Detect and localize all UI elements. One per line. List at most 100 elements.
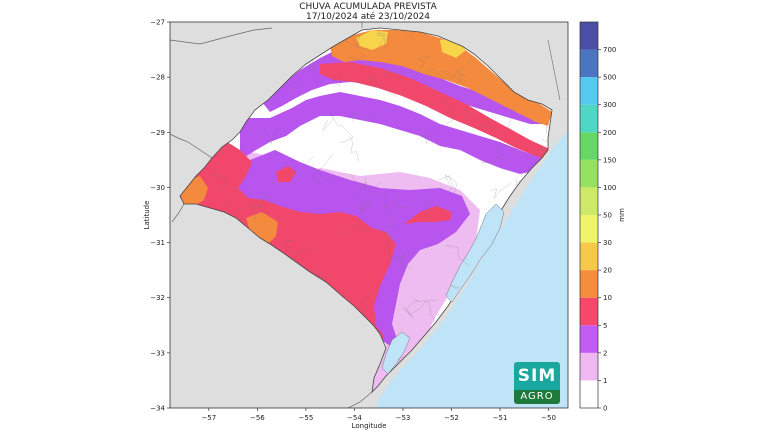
x-tick-label: −51 — [493, 414, 508, 422]
colorbar-swatch — [580, 297, 598, 326]
municipality-line — [464, 105, 477, 120]
municipality-line — [310, 167, 333, 182]
y-tick-label: −34 — [150, 405, 165, 413]
municipality-line — [478, 112, 501, 131]
colorbar-swatch — [580, 215, 598, 243]
colorbar-swatch — [580, 270, 598, 298]
municipality-line — [423, 67, 445, 88]
municipality-line — [377, 28, 386, 49]
municipality-line — [377, 31, 391, 51]
colorbar-tick-label: 100 — [603, 184, 616, 192]
y-axis: −27 −28 −29 −30 −31 −32 −33 −34 — [150, 19, 170, 413]
municipality-line — [349, 136, 359, 162]
y-tick-label: −28 — [150, 74, 165, 82]
state-border-north — [361, 22, 561, 101]
municipality-line — [338, 125, 354, 143]
municipality-line — [370, 181, 386, 209]
y-tick-label: −32 — [150, 294, 165, 302]
colorbar-swatch — [580, 187, 598, 215]
y-tick-label: −29 — [150, 129, 165, 137]
municipality-line — [388, 233, 403, 268]
rainfall-class-5-10-north — [320, 62, 552, 162]
logo-line2: AGRO — [514, 390, 560, 404]
logo-line1: SIM — [514, 362, 560, 390]
y-axis-label: Latitude — [143, 201, 151, 230]
municipality-line — [403, 299, 439, 315]
municipality-line — [454, 59, 474, 77]
colorbar-tick-label: 500 — [603, 74, 616, 82]
municipality-line — [409, 56, 431, 86]
country-border-argentina — [170, 27, 273, 159]
y-tick-label: −31 — [150, 239, 165, 247]
municipality-line — [258, 193, 275, 216]
municipality-line — [352, 110, 379, 123]
municipality-line — [442, 69, 461, 82]
municipality-line — [417, 131, 436, 145]
x-tick-label: −50 — [541, 414, 556, 422]
colorbar-tick-label: 700 — [603, 46, 616, 54]
colorbar-tick-label: 20 — [603, 267, 612, 275]
x-axis-label: Longitude — [352, 422, 387, 430]
municipality-line — [343, 225, 367, 236]
rainfall-class-5-10-southwest — [180, 140, 396, 344]
municipality-line — [444, 174, 457, 197]
municipality-line — [414, 299, 438, 327]
colorbar-swatch — [580, 49, 598, 78]
municipality-line — [347, 55, 371, 64]
municipality-line — [322, 112, 339, 132]
municipality-line — [456, 77, 484, 110]
map-title: CHUVA ACUMULADA PREVISTA 17/10/2024 até … — [168, 2, 568, 22]
lagoa-mirim — [381, 331, 411, 375]
colorbar-swatch — [580, 242, 598, 271]
municipality-line — [394, 252, 411, 268]
municipality-line — [507, 106, 516, 130]
municipality-line — [294, 247, 318, 261]
rainfall-class-2-5-main — [240, 92, 548, 174]
colorbar-swatch — [580, 104, 598, 133]
municipality-line — [382, 71, 413, 79]
x-tick-label: −57 — [201, 414, 216, 422]
colorbar-swatch — [580, 352, 598, 381]
x-tick-label: −56 — [250, 414, 265, 422]
colorbar-swatch — [580, 22, 598, 50]
municipality-line — [397, 191, 408, 209]
colorbar-tick-label: 2 — [603, 349, 607, 357]
municipality-line — [445, 244, 469, 266]
simagro-logo: SIM AGRO — [514, 362, 560, 404]
map-title-line2: 17/10/2024 até 23/10/2024 — [305, 12, 431, 22]
ocean — [376, 130, 568, 408]
municipality-line — [495, 143, 518, 160]
municipality-line — [490, 182, 512, 199]
municipality-line — [391, 28, 429, 38]
x-tick-label: −52 — [444, 414, 459, 422]
colorbar-swatch — [580, 132, 598, 160]
colorbar-unit: mm — [618, 208, 626, 222]
municipality-line — [223, 188, 240, 207]
country-border-uruguay — [171, 203, 373, 408]
map-title-line1: CHUVA ACUMULADA PREVISTA — [299, 2, 437, 12]
municipality-line — [330, 71, 342, 87]
x-axis: −57 −56 −55 −54 −53 −52 −51 −50 — [201, 408, 556, 422]
colorbar-tick-label: 1 — [603, 377, 607, 385]
y-tick-label: −27 — [150, 19, 165, 27]
municipality-line — [532, 146, 544, 157]
municipality-line — [285, 240, 293, 254]
municipality-line — [481, 153, 514, 167]
colorbar-tick-label: 5 — [603, 322, 607, 330]
colorbar-tick-label: 200 — [603, 129, 616, 137]
municipality-line — [295, 155, 314, 178]
municipality-line — [350, 173, 368, 196]
colorbar-tick-label: 0 — [603, 405, 607, 413]
municipality-line — [209, 170, 227, 194]
municipality-line — [308, 55, 326, 74]
lagoa-dos-patos — [445, 203, 505, 303]
colorbar-swatch — [580, 77, 598, 105]
municipality-line — [311, 153, 334, 186]
colorbar-swatch — [580, 325, 598, 353]
colorbar-swatch — [580, 159, 598, 188]
colorbar-tick-label: 50 — [603, 212, 612, 220]
municipality-line — [540, 126, 552, 144]
colorbar-tick-label: 300 — [603, 101, 616, 109]
municipality-line — [264, 127, 280, 145]
